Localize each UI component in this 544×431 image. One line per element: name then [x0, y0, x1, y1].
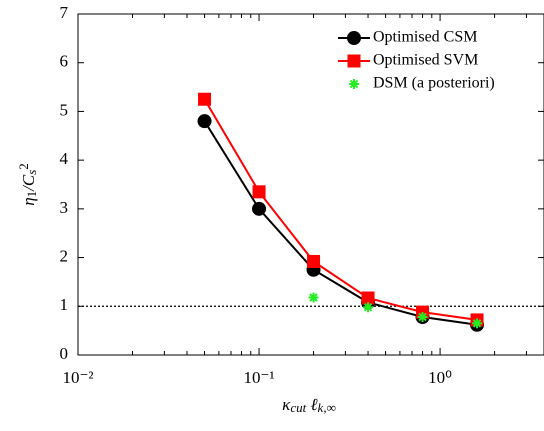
axis-label-part: cut [290, 400, 306, 415]
axis-label-part: η [19, 197, 38, 205]
marker-stroke [349, 79, 359, 89]
axis-label-part: 1 [24, 191, 39, 198]
x-tick-label: 10⁻² [62, 368, 93, 387]
y-tick-label: 6 [60, 52, 69, 71]
y-tick-label: 4 [60, 149, 69, 168]
marker [347, 31, 361, 45]
marker [349, 79, 359, 89]
axis-label-part: 2 [16, 163, 31, 170]
axis-label-part: s [24, 170, 39, 175]
y-tick-label: 5 [60, 100, 69, 119]
legend-marker [347, 31, 361, 45]
axis-label: κcut ℓk,∞ [282, 395, 336, 415]
marker [252, 185, 266, 199]
plot-frame [77, 13, 544, 356]
axis-label-part: κ [282, 395, 291, 414]
marker [363, 302, 374, 313]
series-line [203, 98, 478, 321]
axis-label: η1/Cs2 [16, 163, 39, 206]
axis-label-part: /C [19, 174, 38, 192]
marker [198, 92, 212, 106]
marker [417, 312, 428, 323]
marker [252, 201, 267, 216]
marker-stroke [309, 293, 318, 302]
marker [307, 254, 321, 268]
y-tick-label: 0 [60, 344, 69, 363]
marker [347, 54, 361, 68]
axis-label-part: ℓ [306, 395, 317, 414]
y-tick-label: 1 [60, 295, 69, 314]
marker-stroke [363, 303, 373, 312]
marker [308, 292, 319, 303]
x-tick-label: 10⁰ [428, 368, 452, 387]
marker [197, 114, 212, 129]
axis-label-part: k,∞ [318, 400, 336, 415]
legend-marker [347, 54, 361, 68]
marker [472, 318, 483, 329]
y-tick-label: 7 [60, 3, 69, 22]
marker-stroke [472, 319, 482, 328]
legend-label: Optimised CSM [373, 29, 477, 46]
legend-label: DSM (a posteriori) [373, 75, 495, 92]
legend-label: Optimised SVM [373, 52, 478, 69]
x-tick-label: 10⁻¹ [243, 368, 274, 387]
marker [361, 291, 375, 305]
y-tick-label: 3 [60, 198, 69, 217]
series-line [203, 120, 478, 326]
y-tick-label: 2 [60, 246, 69, 265]
legend-marker [349, 79, 359, 89]
marker-stroke [418, 312, 427, 322]
